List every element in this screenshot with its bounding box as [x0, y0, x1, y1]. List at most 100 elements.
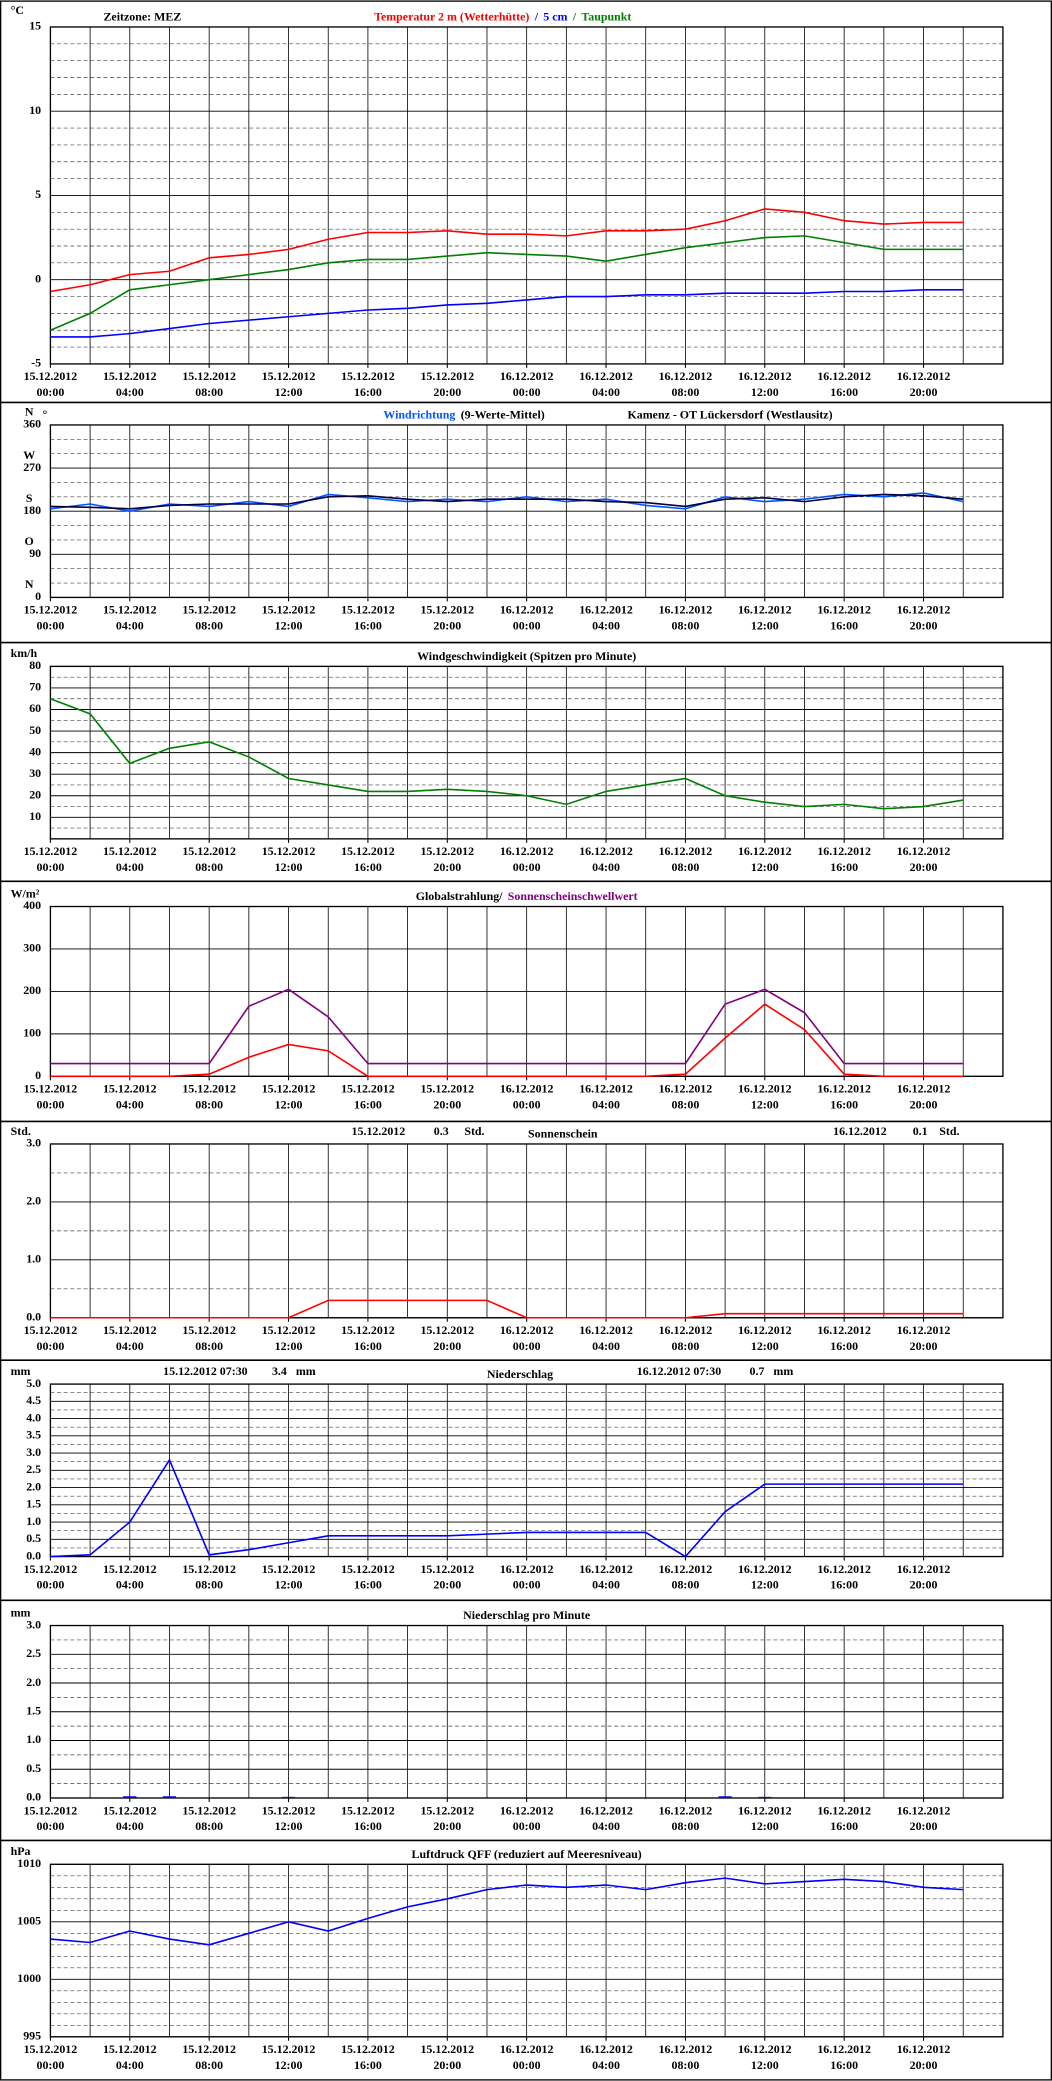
x-tick-line: 16.12.2012 — [738, 1803, 792, 1817]
x-tick-label: 15.12.2012 12:00 — [262, 602, 316, 632]
panel-subtitle: Kamenz - OT Lückersdorf (Westlausitz) — [627, 407, 832, 421]
x-tick-line: 15.12.2012 — [103, 2042, 157, 2056]
x-tick-line: 15.12.2012 — [262, 1803, 316, 1817]
x-tick-line: 16:00 — [830, 2058, 858, 2072]
y-tick-label: 30 — [29, 766, 41, 780]
x-tick-label: 15.12.2012 08:00 — [182, 369, 236, 399]
total-value: 3.4 — [272, 1364, 287, 1378]
x-tick-line: 12:00 — [275, 860, 303, 874]
x-tick-label: 16.12.2012 16:00 — [817, 844, 871, 874]
plot-frame — [49, 1383, 1004, 1558]
x-tick-label: 16.12.2012 16:00 — [817, 2042, 871, 2072]
y-unit: W/m² — [11, 886, 40, 900]
y-tick-label: 0.0 — [26, 1790, 41, 1804]
x-tick-label: 15.12.2012 16:00 — [341, 369, 395, 399]
x-tick-label: 16.12.2012 12:00 — [738, 1081, 792, 1111]
x-tick-line: 04:00 — [592, 618, 620, 632]
x-tick-label: 15.12.2012 04:00 — [103, 1803, 157, 1833]
x-tick-line: 15.12.2012 — [262, 1323, 316, 1337]
panel-title: Sonnenschein — [528, 1126, 598, 1140]
x-tick-line: 04:00 — [592, 1339, 620, 1353]
x-tick-label: 16.12.2012 00:00 — [500, 1803, 554, 1833]
x-tick-line: 12:00 — [275, 1339, 303, 1353]
x-tick-label: 15.12.2012 12:00 — [262, 369, 316, 399]
y-tick-label: 0.5 — [26, 1761, 41, 1775]
x-tick-line: 04:00 — [116, 1097, 144, 1111]
total-unit: mm — [296, 1364, 316, 1378]
x-tick-line: 15.12.2012 — [341, 844, 395, 858]
x-tick-label: 15.12.2012 00:00 — [24, 602, 78, 632]
x-tick-line: 16.12.2012 — [579, 844, 633, 858]
x-tick-line: 12:00 — [275, 385, 303, 399]
x-tick-line: 08:00 — [672, 2058, 700, 2072]
x-tick-line: 20:00 — [910, 860, 938, 874]
x-tick-line: 08:00 — [195, 1819, 223, 1833]
total-date: 16.12.2012 — [833, 1124, 887, 1138]
x-tick-label: 16.12.2012 16:00 — [817, 1323, 871, 1353]
compass-label: S — [26, 491, 33, 505]
compass-label: N — [25, 577, 34, 591]
x-tick-line: 15.12.2012 — [24, 369, 78, 383]
x-tick-line: 08:00 — [672, 1577, 700, 1591]
x-tick-label: 15.12.2012 16:00 — [341, 602, 395, 632]
x-tick-label: 15.12.2012 16:00 — [341, 1323, 395, 1353]
x-tick-label: 16.12.2012 00:00 — [500, 1562, 554, 1592]
x-tick-line: 04:00 — [592, 1577, 620, 1591]
x-tick-line: 16.12.2012 — [897, 844, 951, 858]
x-tick-line: 16.12.2012 — [500, 602, 554, 616]
y-tick-label: 1.0 — [26, 1252, 41, 1266]
data-line — [50, 1003, 964, 1078]
y-tick-label: 2.0 — [26, 1675, 41, 1689]
x-tick-label: 16.12.2012 20:00 — [897, 1803, 951, 1833]
x-tick-line: 15.12.2012 — [103, 1562, 157, 1576]
title-part: 5 cm — [543, 9, 567, 23]
x-tick-line: 16:00 — [354, 1577, 382, 1591]
x-tick-line: 15.12.2012 — [24, 602, 78, 616]
x-tick-label: 15.12.2012 00:00 — [24, 1803, 78, 1833]
title-part: Temperatur 2 m (Wetterhütte) — [374, 9, 529, 23]
x-tick-label: 16.12.2012 20:00 — [897, 1323, 951, 1353]
data-line — [50, 208, 964, 293]
y-unit: °C — [11, 3, 24, 17]
x-tick-line: 16.12.2012 — [500, 844, 554, 858]
x-tick-line: 20:00 — [433, 1819, 461, 1833]
x-tick-label: 15.12.2012 08:00 — [182, 1081, 236, 1111]
x-tick-line: 15.12.2012 — [24, 844, 78, 858]
x-tick-label: 16.12.2012 12:00 — [738, 844, 792, 874]
x-tick-line: 08:00 — [195, 385, 223, 399]
x-tick-label: 16.12.2012 04:00 — [579, 369, 633, 399]
x-tick-label: 15.12.2012 20:00 — [420, 844, 474, 874]
x-tick-label: 16.12.2012 08:00 — [659, 1562, 713, 1592]
title-part: Globalstrahlung/ — [416, 889, 503, 903]
data-line — [50, 1458, 964, 1558]
x-tick-line: 16:00 — [354, 2058, 382, 2072]
x-tick-label: 15.12.2012 12:00 — [262, 1081, 316, 1111]
total-value: 0.7 — [750, 1364, 765, 1378]
x-tick-line: 00:00 — [36, 1097, 64, 1111]
x-tick-line: 16.12.2012 — [897, 369, 951, 383]
x-tick-line: 16.12.2012 — [659, 1081, 713, 1095]
x-tick-line: 16.12.2012 — [897, 1081, 951, 1095]
x-tick-line: 15.12.2012 — [262, 602, 316, 616]
x-tick-label: 15.12.2012 00:00 — [24, 844, 78, 874]
y-unit: km/h — [11, 646, 38, 660]
y-tick-label: 3.0 — [26, 1136, 41, 1150]
x-tick-line: 16.12.2012 — [659, 844, 713, 858]
x-tick-line: 16.12.2012 — [897, 1323, 951, 1337]
x-tick-line: 12:00 — [751, 2058, 779, 2072]
total-unit: mm — [773, 1364, 793, 1378]
x-tick-label: 15.12.2012 04:00 — [103, 1323, 157, 1353]
x-tick-line: 00:00 — [36, 860, 64, 874]
x-tick-label: 16.12.2012 20:00 — [897, 602, 951, 632]
x-tick-label: 16.12.2012 20:00 — [897, 2042, 951, 2072]
panel-title: Niederschlag pro Minute — [463, 1608, 590, 1622]
x-tick-label: 16.12.2012 00:00 — [500, 369, 554, 399]
x-tick-line: 12:00 — [751, 385, 779, 399]
x-tick-label: 15.12.2012 16:00 — [341, 2042, 395, 2072]
x-tick-line: 16.12.2012 — [500, 2042, 554, 2056]
x-tick-line: 16.12.2012 — [897, 1803, 951, 1817]
x-tick-line: 00:00 — [36, 1577, 64, 1591]
total-date: 15.12.2012 — [352, 1124, 406, 1138]
